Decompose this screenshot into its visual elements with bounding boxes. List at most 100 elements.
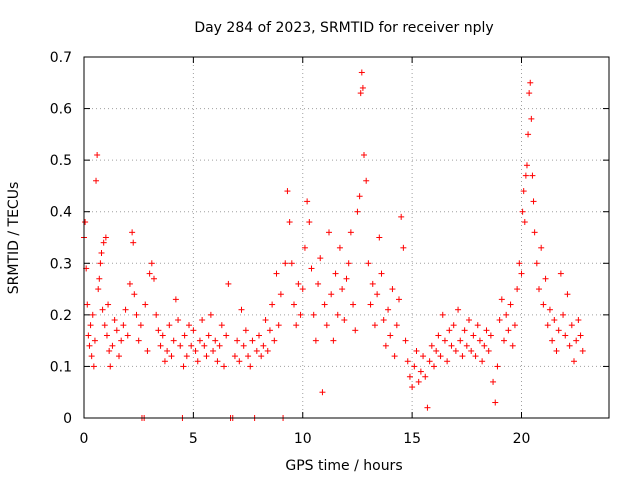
data-point xyxy=(448,342,455,349)
data-point xyxy=(186,322,192,329)
data-point xyxy=(371,322,378,329)
data-point xyxy=(455,306,462,313)
y-axis-label: SRMTID / TECUs xyxy=(6,182,22,295)
y-tick-label: 0 xyxy=(63,411,72,427)
data-point xyxy=(214,358,221,365)
data-point xyxy=(95,286,102,293)
data-point xyxy=(525,131,532,138)
data-point xyxy=(555,327,562,334)
data-point xyxy=(520,188,527,195)
y-tick-label: 0.3 xyxy=(50,256,72,272)
data-point xyxy=(374,291,381,298)
data-point xyxy=(519,208,526,215)
data-point xyxy=(126,280,133,287)
data-point xyxy=(575,317,582,324)
data-point xyxy=(88,353,95,360)
y-tick-label: 0.4 xyxy=(50,205,72,221)
data-point xyxy=(172,296,179,303)
data-point xyxy=(194,358,201,365)
data-point xyxy=(317,255,324,262)
data-point xyxy=(249,337,256,344)
x-tick-labels: 0 5 10 15 20 xyxy=(80,431,531,447)
data-point xyxy=(146,270,153,277)
data-point xyxy=(118,337,125,344)
data-point xyxy=(130,239,137,246)
data-point xyxy=(192,347,199,354)
data-point xyxy=(161,358,168,365)
data-point xyxy=(566,342,573,349)
data-point xyxy=(546,306,553,313)
data-point xyxy=(170,337,177,344)
data-point xyxy=(536,286,542,293)
data-point xyxy=(562,332,569,339)
data-point xyxy=(389,286,396,293)
data-point xyxy=(452,347,459,354)
data-point xyxy=(426,358,433,365)
data-point xyxy=(273,270,280,277)
data-point xyxy=(376,234,383,241)
data-point xyxy=(476,337,483,344)
data-point xyxy=(498,296,505,303)
data-point xyxy=(90,363,97,370)
data-point xyxy=(411,363,418,370)
data-point xyxy=(262,317,269,324)
grid-lines xyxy=(84,57,609,418)
data-point xyxy=(168,353,175,360)
data-point xyxy=(97,260,104,267)
y-tick-label: 0.6 xyxy=(50,102,72,118)
data-point xyxy=(446,327,453,334)
data-point xyxy=(494,363,501,370)
data-point xyxy=(84,301,91,308)
data-point xyxy=(201,342,208,349)
data-point xyxy=(306,219,313,226)
data-point xyxy=(299,286,306,293)
data-point xyxy=(277,291,284,298)
data-point xyxy=(424,404,431,411)
data-point xyxy=(530,198,537,205)
data-point xyxy=(496,317,503,324)
data-point xyxy=(415,378,422,385)
data-point xyxy=(354,208,361,215)
data-point xyxy=(144,347,151,354)
data-point xyxy=(577,332,584,339)
data-point xyxy=(385,306,392,313)
data-point xyxy=(435,332,442,339)
data-point xyxy=(568,322,575,329)
data-point xyxy=(159,332,166,339)
data-point xyxy=(393,322,400,329)
data-point xyxy=(409,384,416,391)
data-point xyxy=(356,193,363,200)
data-point xyxy=(86,342,93,349)
data-point xyxy=(212,337,219,344)
data-point xyxy=(461,327,468,334)
data-point xyxy=(153,311,160,318)
data-point xyxy=(180,363,187,370)
data-point xyxy=(490,378,497,385)
data-point xyxy=(564,291,571,298)
data-point xyxy=(308,265,315,272)
data-point xyxy=(357,90,364,97)
data-point xyxy=(400,244,407,251)
x-tick-label: 10 xyxy=(294,431,312,447)
data-point xyxy=(113,327,120,334)
data-point xyxy=(573,337,580,344)
data-point xyxy=(523,162,530,169)
data-point xyxy=(321,301,328,308)
chart-title: Day 284 of 2023, SRMTID for receiver npl… xyxy=(194,20,493,36)
data-point xyxy=(266,327,273,334)
data-point xyxy=(431,363,437,370)
data-point xyxy=(312,337,319,344)
data-point xyxy=(474,322,481,329)
data-point xyxy=(579,347,586,354)
data-point xyxy=(428,342,435,349)
data-point xyxy=(142,301,149,308)
data-point xyxy=(359,84,366,91)
data-point xyxy=(382,342,389,349)
data-point xyxy=(238,306,245,313)
data-point xyxy=(175,317,182,324)
data-point xyxy=(439,311,446,318)
data-point xyxy=(196,337,203,344)
data-point xyxy=(433,347,440,354)
data-point xyxy=(526,90,533,97)
